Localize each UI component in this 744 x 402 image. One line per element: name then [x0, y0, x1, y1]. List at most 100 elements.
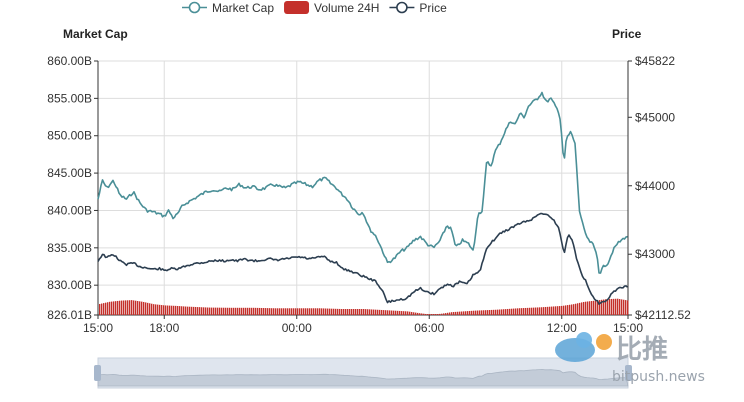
volume-bar	[213, 307, 215, 315]
volume-bar	[319, 308, 321, 315]
data-zoom-preview	[97, 368, 629, 387]
volume-bar	[387, 310, 389, 315]
volume-bar	[205, 307, 207, 315]
volume-bar	[563, 305, 565, 315]
volume-bar	[121, 300, 123, 315]
volume-bar	[171, 305, 173, 315]
volume-bar	[243, 307, 245, 315]
volume-bar	[549, 306, 551, 315]
volume-bar	[469, 310, 471, 315]
volume-bar	[575, 303, 577, 315]
volume-bar	[535, 307, 537, 315]
volume-bar	[425, 313, 427, 315]
volume-bar	[119, 300, 121, 315]
volume-bar	[453, 312, 455, 315]
volume-bar	[377, 309, 379, 315]
volume-bar	[615, 298, 617, 315]
volume-bar	[461, 311, 463, 315]
volume-bar	[309, 308, 311, 315]
volume-bar	[537, 307, 539, 315]
volume-bar	[465, 311, 467, 315]
left-tick-label: 840.00B	[47, 203, 92, 217]
volume-bar	[123, 300, 125, 315]
volume-bar	[249, 307, 251, 315]
legend-label: Market Cap	[212, 1, 274, 15]
volume-bar	[407, 311, 409, 315]
volume-bar	[115, 301, 117, 315]
volume-bar	[591, 301, 593, 315]
data-zoom-handle-right[interactable]	[625, 365, 632, 381]
volume-bar	[393, 310, 395, 315]
volume-bar	[463, 311, 465, 315]
volume-bar	[179, 306, 181, 315]
volume-bar	[567, 305, 569, 315]
legend[interactable]: Market Cap Volume 24H Price	[182, 1, 447, 15]
volume-bar	[441, 313, 443, 315]
legend-label: Price	[419, 1, 447, 15]
volume-bar	[523, 308, 525, 315]
volume-bar	[367, 309, 369, 315]
volume-bar	[291, 308, 293, 315]
volume-bar	[145, 302, 147, 315]
volume-bar	[273, 308, 275, 315]
legend-item-volume-24h[interactable]: Volume 24H	[284, 1, 379, 15]
volume-bar	[579, 302, 581, 315]
volume-bar	[373, 309, 375, 315]
volume-bar	[111, 301, 113, 315]
bird-head-icon	[576, 332, 592, 348]
legend-label: Volume 24H	[314, 1, 379, 15]
right-tick-label: $45822	[635, 54, 675, 68]
volume-bar	[413, 312, 415, 315]
volume-bar	[623, 299, 625, 315]
volume-bar	[293, 308, 295, 315]
data-zoom-handle-left[interactable]	[94, 365, 101, 381]
volume-bar	[545, 306, 547, 315]
volume-bar	[183, 306, 185, 315]
volume-bar	[251, 307, 253, 315]
volume-bar	[493, 309, 495, 315]
volume-bar	[459, 311, 461, 315]
volume-bar	[501, 309, 503, 315]
volume-bar	[253, 307, 255, 315]
volume-bar	[313, 308, 315, 315]
volume-bar	[597, 300, 599, 315]
volume-bar	[561, 305, 563, 315]
volume-bar	[379, 309, 381, 315]
volume-bar	[99, 303, 101, 315]
volume-bar	[577, 303, 579, 315]
volume-bar	[211, 307, 213, 315]
right-axis-title: Price	[612, 27, 642, 41]
volume-bar	[347, 309, 349, 315]
volume-bar	[583, 301, 585, 315]
volume-bar	[345, 309, 347, 315]
volume-bar	[497, 309, 499, 315]
left-tick-label: 860.00B	[47, 54, 92, 68]
volume-bar	[439, 313, 441, 315]
volume-bar	[271, 308, 273, 315]
volume-bar	[233, 307, 235, 315]
volume-bar	[395, 310, 397, 315]
volume-bar	[609, 299, 611, 315]
volume-bar	[529, 307, 531, 315]
volume-bar	[105, 302, 107, 315]
volume-bar	[433, 314, 435, 315]
volume-bar	[543, 307, 545, 315]
series-line-price	[97, 212, 629, 305]
volume-bar	[483, 310, 485, 315]
legend-item-price[interactable]: Price	[389, 1, 447, 15]
volume-bar	[421, 313, 423, 315]
legend-item-market-cap[interactable]: Market Cap	[182, 1, 274, 15]
right-axis-ticks: $45822 $45000 $44000 $43000 $42112.52	[628, 54, 691, 322]
volume-bar	[341, 309, 343, 315]
volume-bar	[499, 309, 501, 315]
volume-bar	[165, 305, 167, 315]
left-tick-label: 826.01B	[47, 308, 92, 322]
data-zoom-slider[interactable]	[94, 357, 632, 389]
volume-bar	[173, 305, 175, 315]
volume-bar	[163, 305, 165, 315]
volume-bar	[589, 301, 591, 315]
right-tick-label: $43000	[635, 247, 675, 261]
volume-bar	[219, 307, 221, 315]
volume-bar	[607, 299, 609, 315]
volume-bar	[279, 308, 281, 315]
